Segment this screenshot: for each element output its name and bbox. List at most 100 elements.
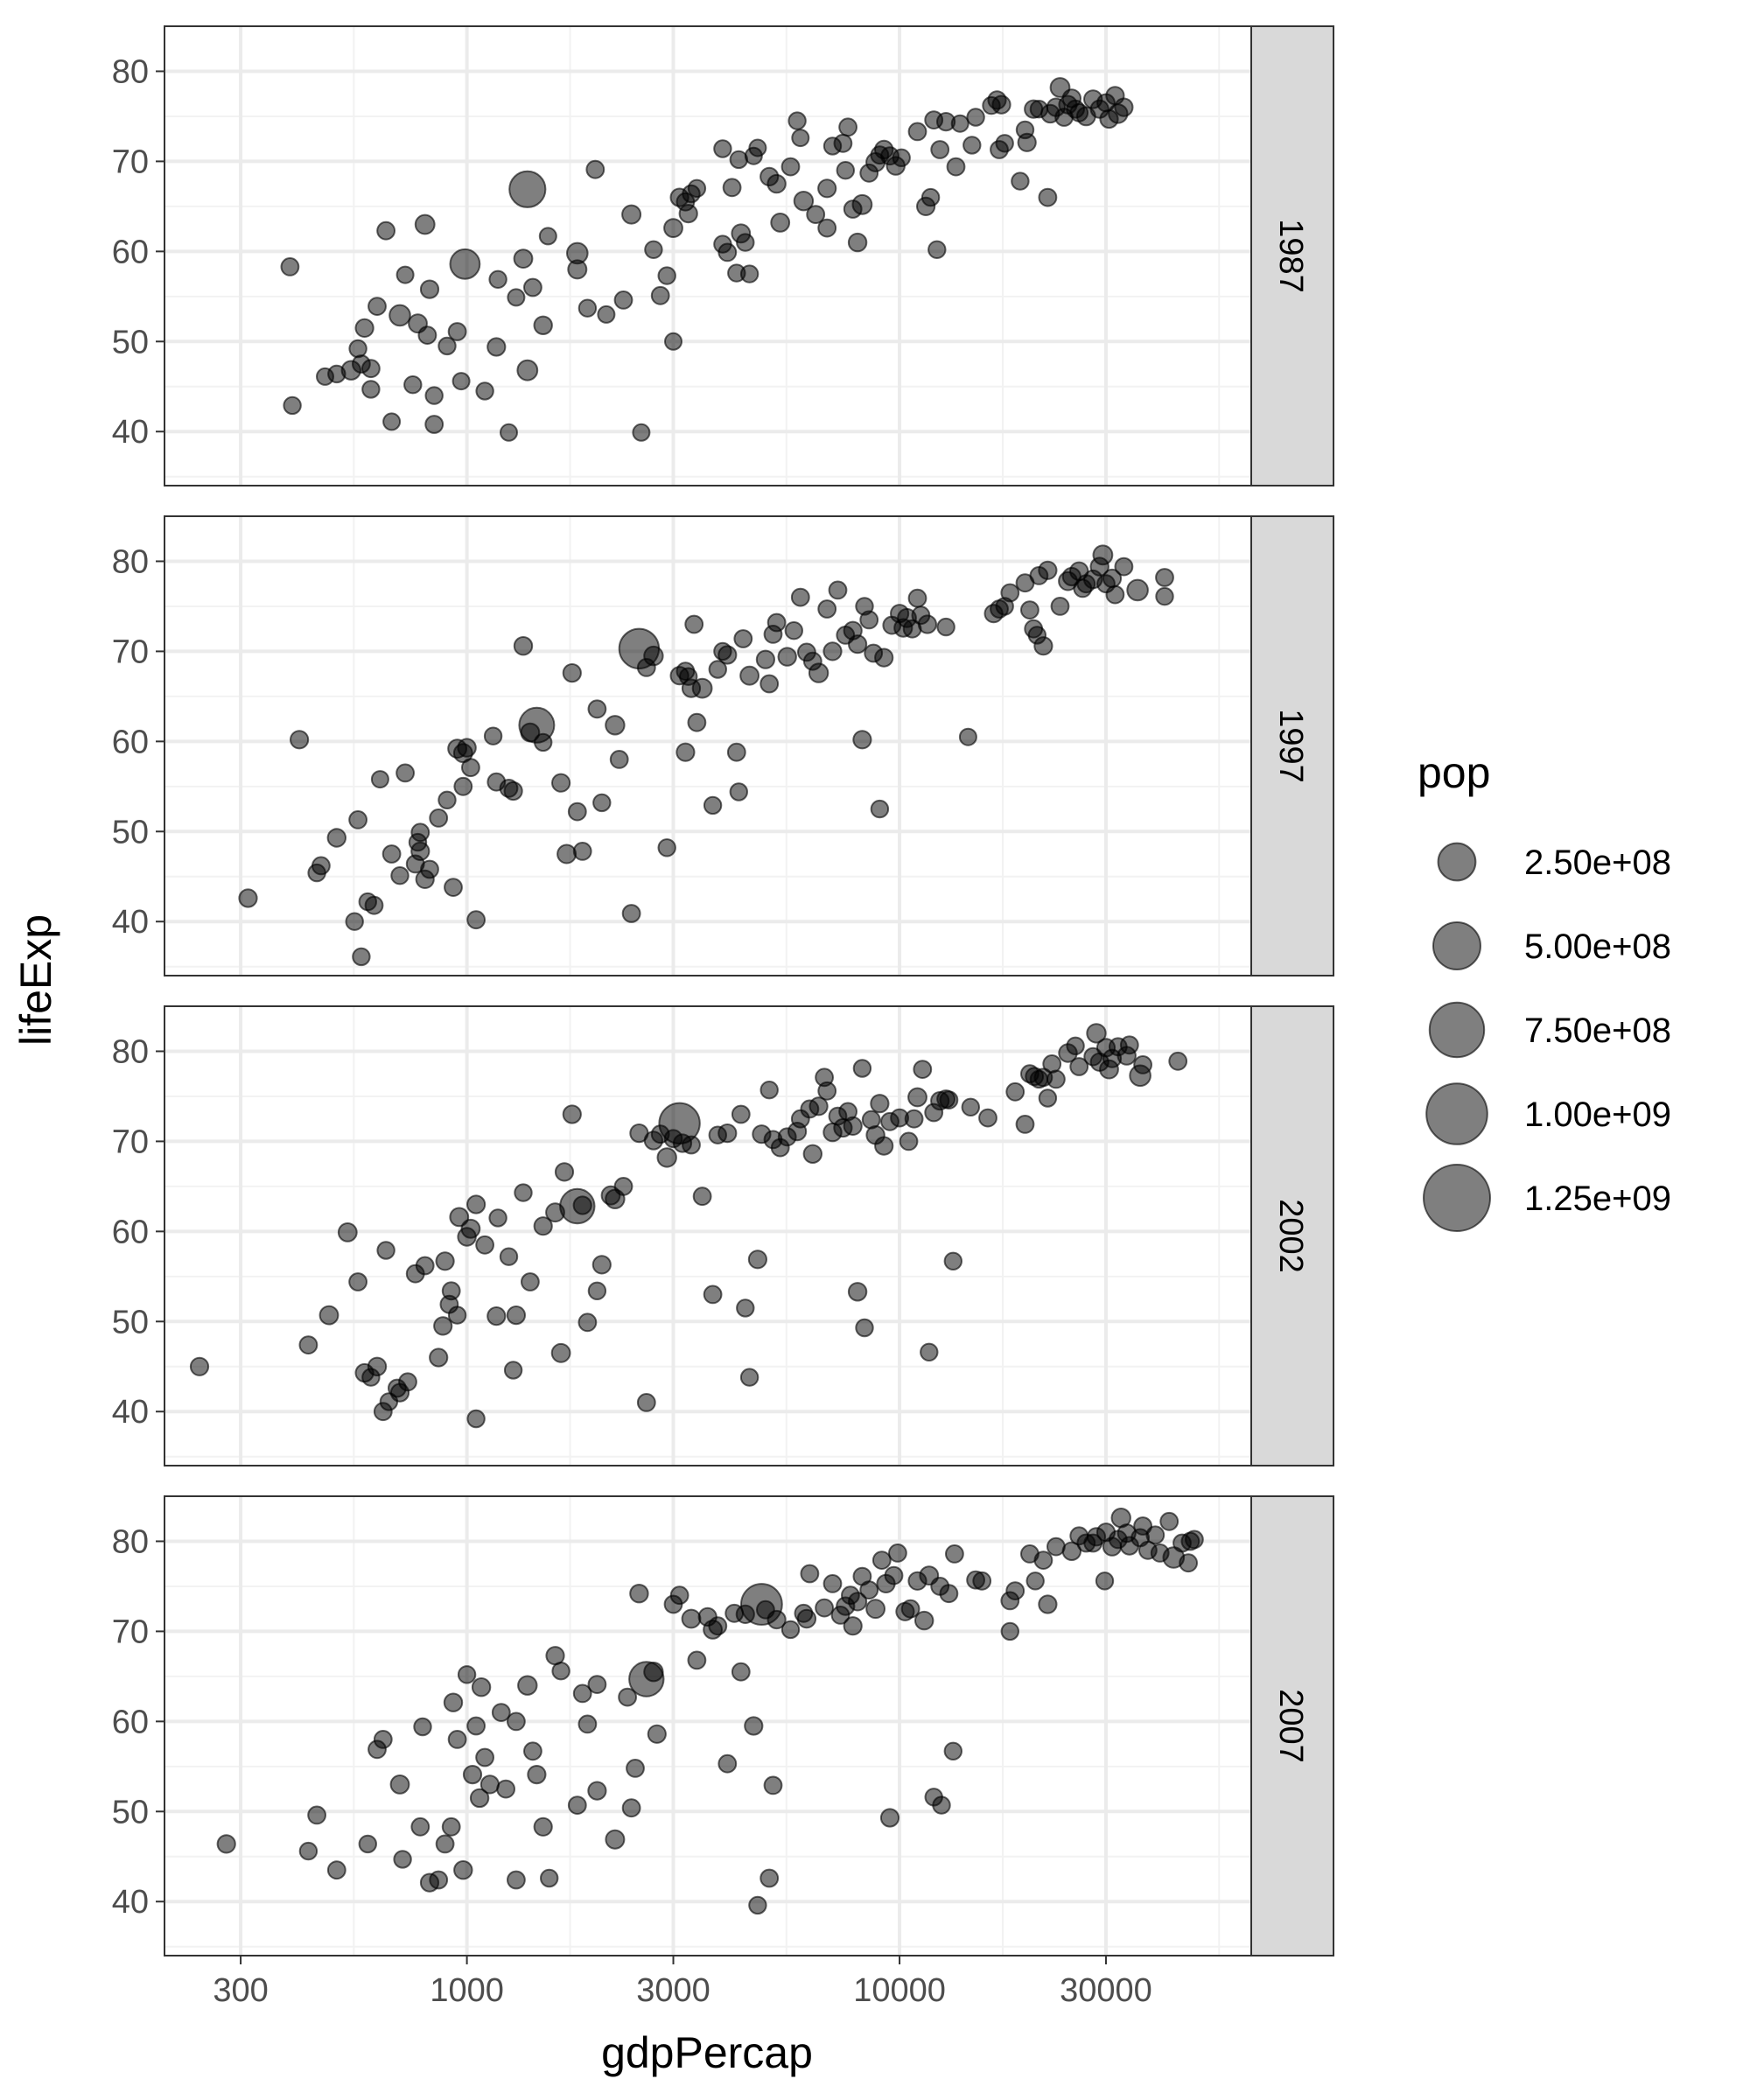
data-point	[760, 1081, 779, 1100]
data-point	[496, 1779, 515, 1799]
data-point	[726, 742, 746, 762]
data-point	[551, 1662, 570, 1681]
data-point	[708, 1616, 728, 1636]
y-tick-label: 80	[112, 53, 149, 90]
data-point	[874, 1136, 894, 1156]
data-point	[1168, 1051, 1188, 1071]
data-point	[747, 1250, 768, 1270]
data-point	[939, 1090, 959, 1110]
data-point	[441, 1281, 461, 1301]
data-point	[376, 220, 396, 241]
y-tick-label: 40	[112, 904, 149, 941]
data-point	[433, 1316, 453, 1336]
x-tick-label: 1000	[430, 1972, 504, 2009]
legend: pop 2.50e+08 5.00e+08 7.50e+08 1.00e+09 1.25…	[1418, 748, 1671, 1237]
data-point	[961, 1097, 981, 1117]
legend-point	[1437, 842, 1477, 882]
data-point	[388, 304, 411, 327]
data-point	[417, 326, 438, 346]
data-point	[718, 645, 738, 665]
data-point	[457, 738, 477, 758]
data-point	[718, 1124, 738, 1144]
data-point	[656, 1147, 677, 1168]
data-point	[290, 730, 310, 750]
data-point	[354, 318, 374, 338]
data-point	[500, 423, 518, 442]
data-point	[415, 1256, 435, 1276]
legend-point	[1432, 921, 1481, 970]
data-point	[1026, 1572, 1045, 1591]
data-point	[466, 1716, 486, 1736]
data-point	[744, 1716, 764, 1736]
facet-strip-label: 1997	[1272, 709, 1309, 783]
y-tick-label: 70	[112, 634, 149, 670]
data-point	[995, 134, 1014, 153]
data-point	[562, 663, 582, 683]
data-points-2007	[216, 1508, 1204, 1915]
y-tick-label: 50	[112, 1304, 149, 1340]
legend-label: 1.25e+09	[1524, 1180, 1671, 1218]
data-point	[766, 173, 787, 194]
data-point	[398, 1372, 417, 1392]
data-point	[907, 1087, 928, 1108]
data-point	[678, 204, 698, 224]
data-point	[1086, 1023, 1107, 1044]
data-point	[419, 279, 440, 299]
data-point	[736, 233, 755, 252]
data-point	[739, 264, 760, 284]
data-point	[364, 895, 384, 915]
data-point	[643, 1662, 664, 1683]
data-point	[521, 1272, 540, 1292]
data-point	[657, 266, 676, 285]
data-point	[621, 204, 642, 225]
data-point	[1092, 544, 1114, 566]
data-point	[396, 265, 415, 284]
data-point	[453, 776, 473, 796]
data-point	[790, 587, 810, 607]
data-point	[962, 136, 982, 155]
panel-background	[164, 1006, 1251, 1466]
data-point	[1126, 578, 1149, 602]
data-point	[657, 838, 676, 858]
data-point	[1017, 132, 1037, 152]
data-point	[452, 372, 471, 391]
data-point	[367, 1356, 388, 1377]
data-point	[471, 1677, 492, 1698]
data-point	[791, 129, 810, 148]
data-point	[533, 1216, 553, 1236]
y-tick-label: 50	[112, 1794, 149, 1830]
data-point	[847, 1282, 868, 1302]
data-point	[533, 315, 553, 335]
data-point	[932, 1796, 951, 1815]
legend-point	[1423, 1164, 1491, 1232]
data-point	[488, 270, 508, 289]
data-point	[847, 232, 868, 253]
data-point	[681, 1608, 702, 1629]
data-point	[1005, 1581, 1026, 1600]
data-point	[572, 1195, 592, 1215]
data-point	[466, 1194, 486, 1214]
legend-key: 5.00e+08	[1418, 906, 1671, 985]
x-tick-label: 300	[213, 1972, 268, 2009]
data-point	[1095, 1572, 1115, 1591]
data-point	[708, 660, 727, 679]
data-point	[729, 782, 748, 802]
data-point	[621, 1798, 641, 1818]
data-point	[318, 1305, 340, 1326]
data-point	[1020, 600, 1040, 620]
data-point	[447, 1730, 467, 1749]
data-point	[435, 1251, 455, 1271]
data-point	[283, 396, 302, 416]
data-point	[516, 359, 539, 382]
data-point	[517, 1675, 538, 1696]
data-point	[808, 662, 830, 683]
data-point	[687, 178, 707, 199]
data-point	[900, 1599, 920, 1619]
data-point	[527, 1765, 547, 1785]
data-point	[828, 580, 848, 600]
data-point	[939, 1584, 959, 1604]
data-point	[920, 1342, 939, 1362]
data-point	[540, 1868, 559, 1888]
data-point	[389, 1774, 410, 1795]
